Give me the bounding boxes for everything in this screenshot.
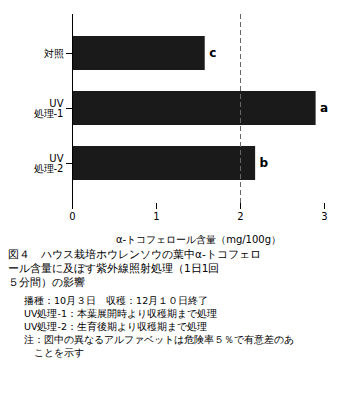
svg-text:3: 3	[321, 211, 327, 222]
svg-text:1: 1	[153, 211, 159, 222]
html-text:図４ ハウス栽培ホウレンソウの葉中α-トコフェロ: 図４ ハウス栽培ホウレンソウの葉中α-トコフェロ	[8, 248, 261, 260]
html-text:UV処理-2：生育後期より収穫期まで処理: UV処理-2：生育後期より収穫期まで処理	[14, 321, 207, 332]
svg-text:0: 0	[69, 211, 75, 222]
html-text:ことを示す: ことを示す	[14, 347, 84, 358]
svg-text:c: c	[209, 46, 216, 60]
svg-text:対照: 対照	[44, 48, 64, 59]
svg-text:a: a	[320, 101, 328, 115]
html-text:５分間）の影響: ５分間）の影響	[8, 276, 85, 288]
html-text:ール含量に及ぼす紫外線照射処理（1日1回: ール含量に及ぼす紫外線照射処理（1日1回	[8, 262, 220, 274]
html-text:注：図中の異なるアルファベットは危険率５％で有意差のあ: 注：図中の異なるアルファベットは危険率５％で有意差のあ	[14, 334, 294, 345]
svg-text:α-トコフェロール含量（mg/100g）: α-トコフェロール含量（mg/100g）	[116, 234, 281, 245]
svg-text:2: 2	[237, 211, 243, 222]
svg-text:UV処理-2: UV処理-2	[34, 153, 64, 174]
svg-text:b: b	[260, 156, 269, 170]
html-text:UV処理-1：本葉展開時より収穫期まで処理: UV処理-1：本葉展開時より収穫期まで処理	[14, 308, 217, 319]
svg-text:UV処理-1: UV処理-1	[34, 98, 64, 119]
html-text:播種：10月３日 収穫：12月１０日終了: 播種：10月３日 収穫：12月１０日終了	[14, 295, 209, 306]
